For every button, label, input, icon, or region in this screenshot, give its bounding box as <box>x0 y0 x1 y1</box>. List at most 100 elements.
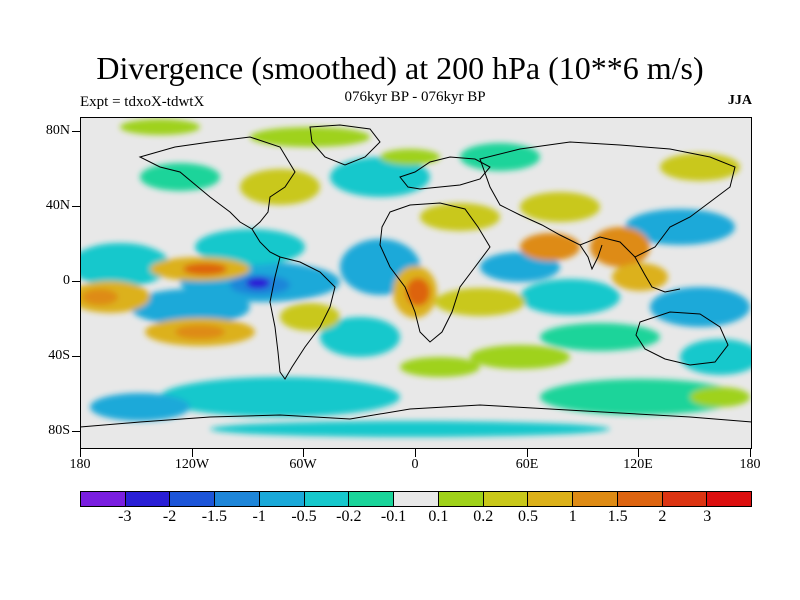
negative-region <box>330 157 430 197</box>
coastline-africa <box>379 202 491 343</box>
colorbar-segment <box>438 492 484 506</box>
coastline-australia <box>635 311 729 366</box>
divergence-map <box>80 117 752 449</box>
colorbar-label: 0.2 <box>473 508 494 525</box>
lat-tick <box>72 281 80 282</box>
negative-region <box>90 393 190 421</box>
divergence-field <box>80 119 752 437</box>
positive-region <box>470 345 570 369</box>
coastline-greenland <box>309 124 381 166</box>
negative-region <box>320 317 400 357</box>
colorbar-label: 1.5 <box>607 508 628 525</box>
negative-region <box>540 379 740 415</box>
colorbar-label: -0.1 <box>380 508 407 525</box>
lat-tick <box>72 431 80 432</box>
lat-tick <box>72 356 80 357</box>
negative-region <box>160 377 400 417</box>
negative-region <box>680 339 752 375</box>
colorbar-segment <box>215 492 260 506</box>
colorbar-label: 0.5 <box>518 508 538 525</box>
positive-region <box>380 149 440 165</box>
negative-region <box>520 279 620 315</box>
experiment-label: Expt = tdxoX-tdwtX <box>80 94 205 110</box>
colorbar-segment <box>349 492 395 506</box>
colorbar-label: -1 <box>252 508 266 525</box>
colorbar-label: 1 <box>568 508 577 525</box>
colorbar-label: 0.1 <box>428 508 449 525</box>
coastline-north-america <box>138 136 296 230</box>
lon-tick <box>192 449 193 457</box>
positive-region <box>183 263 227 275</box>
colorbar-segment <box>662 492 708 506</box>
lat-label-80s: 80S <box>48 423 70 438</box>
colorbar-segment <box>304 492 350 506</box>
lat-label-80n: 80N <box>45 123 70 138</box>
colorbar-label: 2 <box>658 508 667 525</box>
lon-label-120e: 120E <box>623 457 653 472</box>
lon-label-120w: 120W <box>174 457 210 472</box>
colorbar-segment <box>617 492 663 506</box>
positive-region <box>120 119 200 135</box>
negative-region <box>140 163 220 191</box>
negative-region <box>460 143 540 171</box>
positive-region <box>690 387 750 407</box>
colorbar-segment <box>81 492 126 506</box>
lat-tick <box>72 206 80 207</box>
positive-region <box>520 192 600 222</box>
lon-label-180e: 180 <box>739 457 761 472</box>
negative-region <box>625 209 735 245</box>
positive-region <box>590 227 650 267</box>
colorbar-label: -0.5 <box>291 508 317 525</box>
colorbar-segment <box>528 492 574 506</box>
positive-region <box>660 153 740 181</box>
colorbar <box>80 491 752 507</box>
lon-tick <box>638 449 639 457</box>
coastline-south-america <box>269 256 336 380</box>
coastline-asia <box>479 141 736 258</box>
negative-region <box>540 323 660 351</box>
period-label: 076kyr BP - 076kyr BP <box>344 89 486 105</box>
lon-tick <box>415 449 416 457</box>
coastline-southeast-asia <box>634 256 681 293</box>
positive-region <box>420 203 500 231</box>
lat-label-40s: 40S <box>48 348 70 363</box>
colorbar-segment <box>170 492 216 506</box>
coastline-india <box>579 244 603 271</box>
lat-label-40n: 40N <box>45 198 70 213</box>
positive-region <box>400 357 480 377</box>
positive-region <box>435 288 525 316</box>
negative-region <box>80 243 170 287</box>
season-label: JJA <box>727 93 752 108</box>
lon-label-180w: 180 <box>69 457 91 472</box>
negative-region <box>650 287 750 327</box>
lon-label-0: 0 <box>411 457 419 472</box>
positive-region <box>175 325 225 339</box>
positive-region <box>520 233 580 261</box>
chart-title: Divergence (smoothed) at 200 hPa (10**6 … <box>96 50 704 86</box>
colorbar-label: -0.2 <box>336 508 362 525</box>
positive-region <box>240 169 320 205</box>
colorbar-label: -3 <box>118 508 132 525</box>
colorbar-label: 3 <box>703 508 712 525</box>
colorbar-segment <box>125 492 171 506</box>
lon-tick <box>750 449 751 457</box>
negative-region <box>246 277 270 289</box>
coastline-central-america <box>251 228 281 258</box>
colorbar-segment <box>259 492 305 506</box>
lon-tick <box>527 449 528 457</box>
colorbar-segment <box>573 492 618 506</box>
lon-label-60w: 60W <box>289 457 317 472</box>
negative-region <box>210 421 610 437</box>
positive-region <box>406 278 430 306</box>
lat-label-0: 0 <box>63 273 70 288</box>
coastline-antarctica <box>80 404 752 428</box>
positive-region <box>250 127 370 147</box>
lon-label-60e: 60E <box>515 457 539 472</box>
positive-region <box>280 303 340 331</box>
colorbar-segment <box>707 492 752 506</box>
positive-region <box>82 289 118 305</box>
colorbar-segment <box>483 492 529 506</box>
lat-tick <box>72 131 80 132</box>
colorbar-segment <box>394 492 439 506</box>
lon-tick <box>303 449 304 457</box>
